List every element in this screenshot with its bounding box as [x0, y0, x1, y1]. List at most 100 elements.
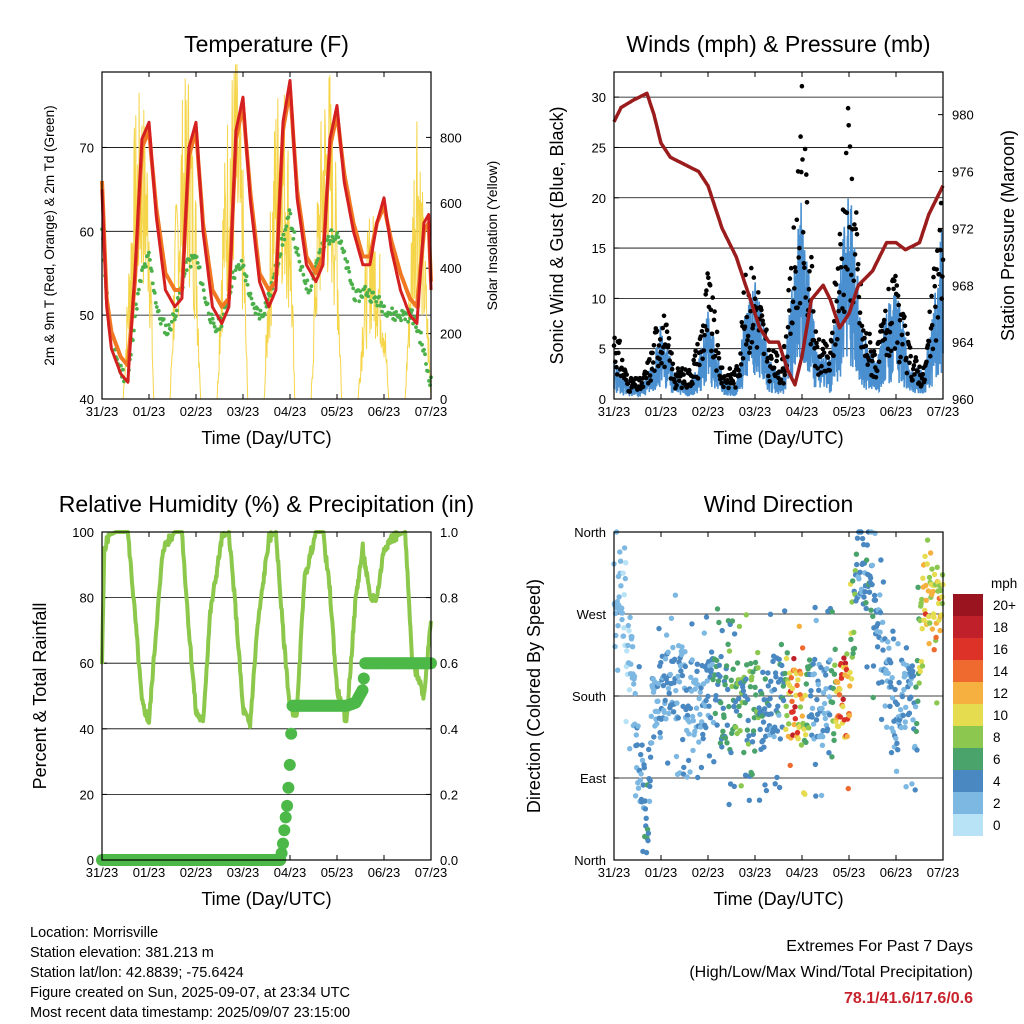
direction-point [764, 727, 770, 733]
gust-point [697, 362, 702, 368]
gust-point [754, 345, 760, 350]
direction-point [655, 698, 661, 704]
direction-point [927, 550, 934, 556]
direction-point [824, 666, 830, 672]
direction-point [820, 690, 827, 696]
gust-point [659, 361, 664, 366]
td-point [423, 352, 427, 357]
direction-point [745, 741, 752, 747]
x-tick-label: 04/23 [274, 404, 307, 419]
colorbar-label: 8 [993, 730, 1001, 745]
td-point [419, 330, 423, 335]
direction-point [626, 687, 633, 693]
gust-point [874, 368, 880, 374]
direction-point [938, 587, 944, 594]
direction-point [734, 660, 741, 666]
x-tick-label: 05/23 [833, 404, 866, 419]
direction-point [703, 697, 709, 704]
gust-point [852, 252, 858, 257]
direction-point [730, 666, 736, 672]
direction-point [708, 649, 715, 655]
direction-point [620, 633, 627, 639]
y-tick-label: 50 [80, 308, 94, 323]
gust-point [897, 359, 902, 365]
direction-point [799, 713, 805, 719]
td-point [328, 238, 333, 243]
td-point [333, 237, 338, 241]
direction-point [812, 761, 819, 768]
direction-point [867, 575, 874, 581]
td-point [297, 259, 302, 264]
direction-point [791, 721, 797, 728]
gust-point [873, 375, 879, 380]
direction-point [643, 815, 649, 821]
direction-point [920, 575, 926, 581]
colorbar-swatch [953, 792, 983, 814]
direction-point [657, 734, 664, 741]
direction-point [829, 699, 836, 706]
y-tick-label: 0 [87, 853, 94, 868]
gust-point [759, 307, 764, 313]
direction-point [680, 771, 687, 777]
direction-point [696, 739, 702, 745]
direction-point [831, 731, 837, 737]
gust-point [854, 210, 859, 215]
gust-point [876, 359, 882, 365]
direction-point [870, 694, 876, 701]
direction-point [917, 668, 923, 675]
direction-point [752, 659, 759, 666]
direction-point [801, 726, 807, 732]
direction-point [875, 621, 881, 627]
colorbar-label: 18 [993, 620, 1008, 635]
precip-point [282, 781, 295, 794]
direction-point [627, 746, 633, 752]
direction-point [704, 678, 710, 684]
direction-point [797, 704, 804, 710]
gust-point [838, 265, 844, 270]
gust-point [861, 328, 866, 333]
td-point [350, 282, 355, 287]
gust-point [726, 385, 731, 391]
direction-point [725, 641, 731, 647]
gust-point [849, 176, 855, 182]
gust-point [819, 363, 824, 369]
gust-point [661, 313, 667, 319]
gust-point [935, 315, 941, 320]
direction-point [755, 665, 761, 671]
gust-point [690, 374, 696, 380]
gust-point [837, 231, 843, 237]
direction-point [687, 769, 693, 775]
direction-point [782, 670, 788, 677]
direction-point [799, 696, 805, 702]
direction-point [722, 682, 728, 688]
gust-point [627, 389, 633, 394]
gust-point [750, 322, 756, 328]
td-point [152, 291, 157, 295]
gust-point [821, 350, 827, 356]
direction-point [880, 647, 886, 653]
td-point [161, 317, 166, 321]
y-tick-label: 60 [80, 224, 94, 239]
direction-point [654, 721, 660, 727]
gust-point [800, 230, 806, 235]
direction-point [835, 723, 842, 730]
x-tick-label: 07/23 [927, 404, 960, 419]
direction-point [874, 644, 881, 650]
td-point [358, 289, 363, 294]
gust-point [619, 357, 625, 363]
y-axis-label: Sonic Wind & Gust (Blue, Black) [547, 106, 567, 364]
direction-point [733, 724, 739, 730]
x-tick-label: 03/23 [739, 404, 772, 419]
direction-point [793, 692, 799, 698]
x-axis-label: Time (Day/UTC) [713, 889, 843, 909]
gust-point [816, 337, 822, 342]
direction-point [826, 694, 832, 700]
direction-point [612, 643, 618, 650]
x-tick-label: 04/23 [274, 865, 307, 880]
gust-point [904, 355, 909, 361]
gust-point [790, 320, 795, 326]
direction-point [752, 748, 758, 754]
precip-point [281, 799, 294, 812]
colorbar-swatch [953, 748, 983, 770]
direction-point [893, 768, 900, 774]
